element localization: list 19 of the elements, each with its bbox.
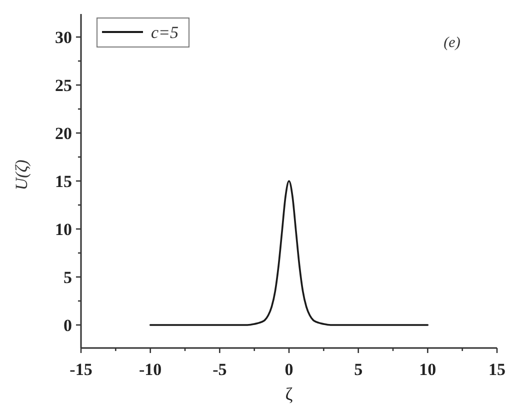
y-tick-label: 20	[55, 124, 72, 143]
y-tick-label: 5	[64, 268, 72, 287]
x-tick-label: 15	[488, 360, 506, 379]
x-tick-label: -5	[212, 360, 227, 379]
line-series	[149, 180, 429, 326]
y-tick-label: 0	[64, 316, 72, 335]
y-axis-title: U(ζ)	[12, 159, 31, 190]
x-tick-label: 5	[354, 360, 363, 379]
y-tick-label: 30	[55, 28, 72, 47]
x-tick-label: -15	[70, 360, 92, 379]
x-axis-title: ζ	[285, 384, 294, 404]
x-tick-label: -10	[138, 360, 162, 379]
x-tick-label: 10	[419, 360, 436, 379]
y-tick-label: 15	[55, 172, 72, 191]
x-tick-label: 0	[284, 360, 294, 379]
annotation: (e)	[444, 35, 460, 51]
y-tick-label: 25	[55, 76, 72, 95]
y-tick-label: 10	[55, 220, 72, 239]
legend-label: c=5	[151, 22, 179, 42]
